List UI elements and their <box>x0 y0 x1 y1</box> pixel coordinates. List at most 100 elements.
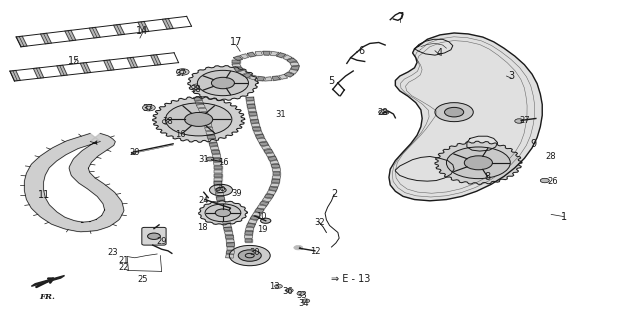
Circle shape <box>297 292 305 295</box>
Polygon shape <box>220 212 228 216</box>
Polygon shape <box>221 216 230 219</box>
Circle shape <box>260 218 271 223</box>
Text: 18: 18 <box>197 223 208 232</box>
Text: 10: 10 <box>256 212 266 221</box>
Polygon shape <box>245 231 253 235</box>
Text: 21: 21 <box>118 256 129 265</box>
Polygon shape <box>260 201 269 205</box>
Text: 38: 38 <box>191 85 202 94</box>
Polygon shape <box>214 182 222 185</box>
Polygon shape <box>255 135 264 138</box>
Polygon shape <box>80 63 91 73</box>
Text: 2: 2 <box>331 189 337 199</box>
Polygon shape <box>215 189 223 192</box>
Polygon shape <box>253 127 261 131</box>
Polygon shape <box>206 131 214 135</box>
Polygon shape <box>219 208 227 212</box>
Circle shape <box>184 113 212 126</box>
Polygon shape <box>65 30 76 41</box>
Text: 3: 3 <box>509 71 515 81</box>
Polygon shape <box>246 224 255 227</box>
Polygon shape <box>127 57 138 68</box>
Text: 24: 24 <box>198 196 209 205</box>
Polygon shape <box>273 172 280 175</box>
Polygon shape <box>216 197 225 200</box>
Polygon shape <box>104 60 114 71</box>
Polygon shape <box>250 120 259 123</box>
Polygon shape <box>249 112 257 115</box>
Polygon shape <box>214 185 222 189</box>
Polygon shape <box>271 52 279 56</box>
Polygon shape <box>211 147 219 150</box>
Circle shape <box>302 299 310 303</box>
Polygon shape <box>138 22 149 32</box>
Text: 16: 16 <box>218 158 228 167</box>
Polygon shape <box>290 62 299 66</box>
Polygon shape <box>246 97 254 100</box>
Text: 39: 39 <box>232 189 243 198</box>
Polygon shape <box>222 220 230 223</box>
Text: 5: 5 <box>328 76 335 86</box>
Polygon shape <box>232 64 241 67</box>
Polygon shape <box>211 150 220 154</box>
Polygon shape <box>217 201 225 204</box>
Polygon shape <box>226 254 234 258</box>
Polygon shape <box>276 53 285 58</box>
Polygon shape <box>232 60 239 63</box>
Polygon shape <box>223 224 231 227</box>
Polygon shape <box>214 178 221 181</box>
Polygon shape <box>250 216 259 220</box>
Text: 28: 28 <box>546 152 557 161</box>
Polygon shape <box>248 219 257 224</box>
Polygon shape <box>89 27 100 38</box>
Polygon shape <box>153 97 244 142</box>
Polygon shape <box>207 135 216 139</box>
Text: 38: 38 <box>163 117 173 126</box>
Circle shape <box>435 103 473 122</box>
Polygon shape <box>248 108 256 112</box>
Polygon shape <box>264 149 273 153</box>
Polygon shape <box>163 18 173 29</box>
Polygon shape <box>273 168 280 171</box>
Polygon shape <box>435 141 522 184</box>
Polygon shape <box>212 154 221 158</box>
Polygon shape <box>242 73 252 78</box>
Circle shape <box>515 119 524 123</box>
Circle shape <box>205 204 241 222</box>
Text: 15: 15 <box>68 57 81 66</box>
Polygon shape <box>225 235 234 238</box>
Text: 30: 30 <box>250 248 260 257</box>
Text: 37: 37 <box>142 105 153 114</box>
Text: 20: 20 <box>129 148 140 156</box>
Circle shape <box>176 69 189 75</box>
Circle shape <box>191 84 203 90</box>
Circle shape <box>275 284 282 288</box>
Polygon shape <box>273 176 280 179</box>
Text: 23: 23 <box>107 248 118 257</box>
Circle shape <box>285 288 293 292</box>
Polygon shape <box>252 123 260 127</box>
Polygon shape <box>201 116 210 119</box>
Polygon shape <box>244 235 252 238</box>
Polygon shape <box>271 179 280 183</box>
Circle shape <box>465 156 492 170</box>
Circle shape <box>294 245 303 250</box>
Text: 13: 13 <box>269 282 279 291</box>
Polygon shape <box>195 101 204 104</box>
Polygon shape <box>272 76 280 80</box>
Text: 33: 33 <box>297 291 307 300</box>
Polygon shape <box>196 104 205 108</box>
Polygon shape <box>208 139 216 142</box>
Polygon shape <box>247 105 255 108</box>
Polygon shape <box>209 143 218 146</box>
Circle shape <box>166 103 232 136</box>
Polygon shape <box>255 209 264 213</box>
Polygon shape <box>267 190 276 195</box>
Text: 11: 11 <box>38 190 51 200</box>
Text: 31: 31 <box>198 155 209 163</box>
Polygon shape <box>40 33 51 44</box>
Polygon shape <box>24 133 124 232</box>
Polygon shape <box>214 174 221 177</box>
Text: 7: 7 <box>397 12 403 22</box>
Text: 31: 31 <box>275 110 285 119</box>
